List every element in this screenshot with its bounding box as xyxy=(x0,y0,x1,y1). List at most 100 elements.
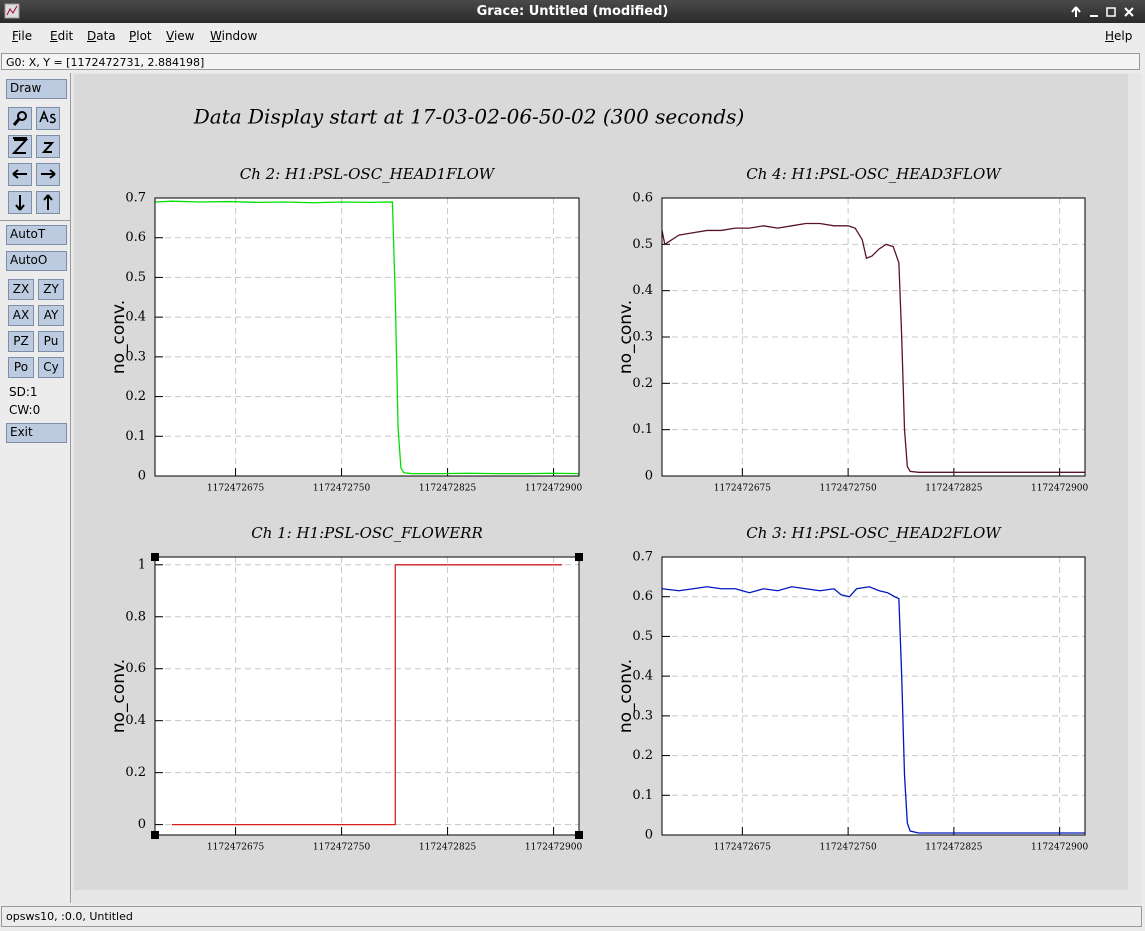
y-tick-label: 0.6 xyxy=(632,589,653,604)
y-tick-label: 0.5 xyxy=(125,270,146,285)
y-tick-label: 0 xyxy=(645,828,653,843)
plot-area xyxy=(662,557,1085,835)
chart-title: Ch 4: H1:PSL-OSC_HEAD3FLOW xyxy=(746,165,1002,183)
canvas-title: Data Display start at 17-03-02-06-50-02 … xyxy=(193,105,745,129)
y-tick-label: 0 xyxy=(645,469,653,484)
text-icon[interactable] xyxy=(36,107,60,130)
tool-button[interactable]: PZ xyxy=(8,331,34,352)
x-tick-label: 1172472900 xyxy=(1031,484,1089,494)
y-tick-label: 0.2 xyxy=(632,376,653,391)
up-icon[interactable] xyxy=(36,191,60,214)
left-icon[interactable] xyxy=(8,163,32,186)
y-tick-label: 0.7 xyxy=(125,191,146,206)
autoo-button[interactable]: AutoO xyxy=(6,251,67,271)
x-tick-label: 1172472900 xyxy=(525,843,583,853)
plot-area xyxy=(155,198,579,476)
zoom-icon[interactable] xyxy=(8,107,32,130)
y-tick-label: 0.5 xyxy=(632,629,653,644)
x-tick-label: 1172472825 xyxy=(925,484,983,494)
set-label: SD:1 xyxy=(9,385,38,399)
selection-handle xyxy=(151,831,159,839)
menu-item[interactable]: Data xyxy=(87,29,116,43)
menu-item[interactable]: View xyxy=(166,29,195,43)
y-tick-label: 0.2 xyxy=(125,765,146,780)
x-tick-label: 1172472825 xyxy=(925,843,983,853)
tool-button[interactable]: AY xyxy=(38,305,64,326)
menu-item[interactable]: Edit xyxy=(50,29,74,43)
y-tick-label: 0 xyxy=(138,469,146,484)
y-tick-label: 0.3 xyxy=(632,708,653,723)
exit-button[interactable]: Exit xyxy=(6,423,67,443)
y-tick-label: 0.1 xyxy=(125,429,146,444)
tool-button[interactable]: Cy xyxy=(38,357,64,378)
x-tick-label: 1172472750 xyxy=(819,843,877,853)
y-tick-label: 0.7 xyxy=(632,550,653,565)
x-tick-label: 1172472675 xyxy=(207,843,265,853)
y-tick-label: 1 xyxy=(138,557,146,572)
draw-button[interactable]: Draw xyxy=(6,79,67,99)
cw-label: CW:0 xyxy=(9,403,41,417)
selection-handle xyxy=(575,553,583,561)
x-tick-label: 1172472825 xyxy=(419,484,477,494)
x-tick-label: 1172472750 xyxy=(819,484,877,494)
y-tick-label: 0.3 xyxy=(125,349,146,364)
y-tick-label: 0.4 xyxy=(125,310,146,325)
menu-item[interactable]: Window xyxy=(210,29,258,43)
selection-handle xyxy=(151,553,159,561)
zoom-out-icon[interactable] xyxy=(36,135,60,158)
y-tick-label: 0.5 xyxy=(632,237,653,252)
chart-title: Ch 1: H1:PSL-OSC_FLOWERR xyxy=(251,524,483,542)
status-bar: opsws10, :0.0, Untitled xyxy=(1,906,1142,927)
data-line xyxy=(154,200,580,475)
autot-button[interactable]: AutoT xyxy=(6,225,67,245)
menu-item[interactable]: Help xyxy=(1105,29,1133,43)
zoom-in-icon[interactable] xyxy=(8,135,32,158)
title-bar: Grace: Untitled (modified) xyxy=(0,0,1145,23)
data-line xyxy=(661,586,1085,834)
tool-button[interactable]: ZY xyxy=(38,279,64,300)
tool-button[interactable]: Po xyxy=(8,357,34,378)
down-icon[interactable] xyxy=(8,191,32,214)
y-tick-label: 0.4 xyxy=(632,669,653,684)
separator xyxy=(0,220,70,221)
y-tick-label: 0.6 xyxy=(125,230,146,245)
selection-handle xyxy=(575,831,583,839)
plot-frame xyxy=(154,197,580,477)
chart-title: Ch 2: H1:PSL-OSC_HEAD1FLOW xyxy=(240,165,496,183)
y-tick-label: 0.8 xyxy=(125,609,146,624)
toolbar: Draw AutoT AutoO ZX ZY AX AY PZ Pu Po Cy… xyxy=(0,73,71,903)
y-tick-label: 0.2 xyxy=(632,748,653,763)
app-icon xyxy=(4,3,20,19)
y-tick-label: 0.4 xyxy=(632,283,653,298)
plot-frame xyxy=(661,556,1086,836)
y-axis-label: no_conv. xyxy=(109,300,129,374)
y-axis-label: no_conv. xyxy=(109,659,129,733)
y-tick-label: 0.1 xyxy=(632,788,653,803)
y-tick-label: 0.2 xyxy=(125,389,146,404)
y-tick-label: 0 xyxy=(138,817,146,832)
y-tick-label: 0.6 xyxy=(632,191,653,206)
menu-item[interactable]: File xyxy=(12,29,33,43)
tool-button[interactable]: AX xyxy=(8,305,34,326)
x-tick-label: 1172472900 xyxy=(525,484,583,494)
x-tick-label: 1172472750 xyxy=(313,484,371,494)
tool-button[interactable]: Pu xyxy=(38,331,64,352)
canvas: Data Display start at 17-03-02-06-50-02 … xyxy=(72,73,1142,904)
menu-item[interactable]: Plot xyxy=(129,29,152,43)
tool-button[interactable]: ZX xyxy=(8,279,34,300)
plot-frame xyxy=(661,197,1086,477)
right-icon[interactable] xyxy=(36,163,60,186)
locator-bar: G0: X, Y = [1172472731, 2.884198] xyxy=(1,53,1140,70)
chart-title: Ch 3: H1:PSL-OSC_HEAD2FLOW xyxy=(746,524,1002,542)
x-tick-label: 1172472900 xyxy=(1031,843,1089,853)
window-controls[interactable] xyxy=(1068,4,1140,20)
x-tick-label: 1172472675 xyxy=(207,484,265,494)
y-axis-label: no_conv. xyxy=(616,300,636,374)
y-axis-label: no_conv. xyxy=(616,659,636,733)
y-tick-label: 0.1 xyxy=(632,422,653,437)
x-tick-label: 1172472675 xyxy=(714,843,772,853)
y-tick-label: 0.4 xyxy=(125,713,146,728)
menu-bar: File Edit Data Plot View Window Help xyxy=(0,24,1145,50)
